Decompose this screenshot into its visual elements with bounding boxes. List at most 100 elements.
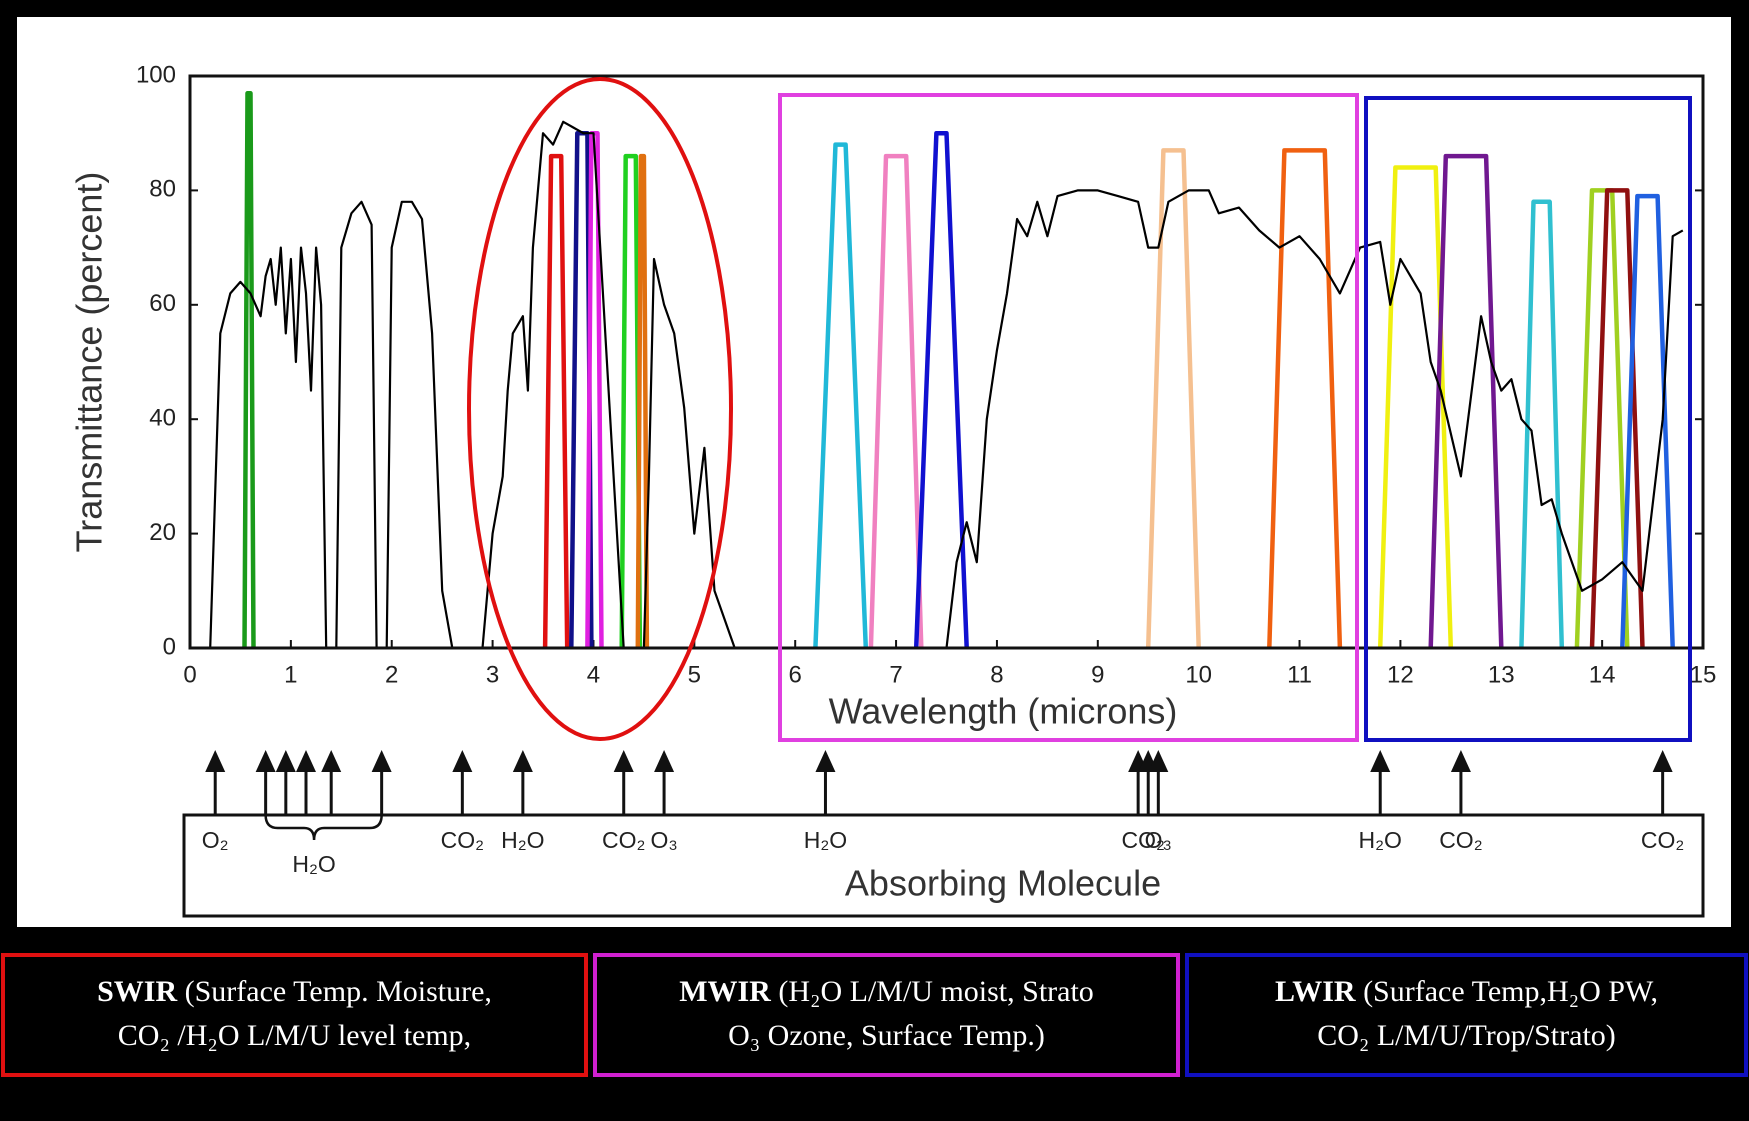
y-tick-label: 40 [149, 405, 176, 432]
arrow [654, 750, 675, 815]
x-tick-label: 0 [183, 661, 196, 688]
x-tick-label: 6 [789, 661, 802, 688]
arrow-head [371, 750, 392, 772]
molecule-label: H₂O [1359, 827, 1402, 853]
molecule-label: CO₂ [602, 827, 645, 853]
x-tick-label: 9 [1091, 661, 1104, 688]
x-tick-label: 10 [1185, 661, 1212, 688]
band-line: MWIR (H₂O L/M/U moist, Strato [679, 975, 1094, 1008]
x-tick-label: 15 [1690, 661, 1717, 688]
arrow [452, 750, 473, 815]
filter-band [542, 153, 570, 649]
arrow-head [205, 750, 226, 772]
band-line: CO₂ /H₂O L/M/U level temp, [118, 1019, 471, 1052]
band-line: O₃ Ozone, Surface Temp.) [728, 1019, 1045, 1052]
molecule-label: CO₂ [1121, 827, 1164, 853]
band-box [1185, 953, 1748, 1077]
filter-band [242, 90, 256, 649]
arrow-head [275, 750, 296, 772]
y-tick-label: 80 [149, 176, 176, 203]
arrow [613, 750, 634, 815]
band-text: (Surface Temp. Moisture, [185, 975, 492, 1008]
filter-band [1145, 148, 1201, 649]
mwir-highlight [778, 93, 1359, 742]
x-tick-label: 11 [1287, 661, 1312, 688]
arrow [815, 750, 836, 815]
band-name: SWIR [97, 975, 177, 1008]
lwir-highlight [1364, 96, 1692, 742]
arrow-head [255, 750, 276, 772]
band-text: (H₂O L/M/U moist, Strato [778, 975, 1093, 1008]
filter-band [1589, 188, 1645, 649]
band-boxes: SWIR (Surface Temp. Moisture, CO₂ /H₂O L/… [1, 953, 1748, 1077]
arrow [275, 750, 296, 815]
band-sep [771, 975, 779, 1008]
filter-band [813, 142, 869, 649]
band-line: CO₂ L/M/U/Trop/Strato) [1317, 1019, 1616, 1052]
x-axis-title: Wavelength (microns) [829, 691, 1178, 732]
brace [264, 814, 383, 841]
x-tick-label: 1 [284, 661, 297, 688]
band-text: (Surface Temp,H₂O PW, [1363, 975, 1658, 1008]
x-tick-label: 14 [1589, 661, 1616, 688]
x-tick-label: 3 [486, 661, 499, 688]
y-axis-title: Transmittance (percent) [69, 172, 110, 553]
band-box [1, 953, 588, 1077]
arrow [1450, 750, 1471, 815]
arrow [205, 750, 226, 815]
band-line: SWIR (Surface Temp. Moisture, [97, 975, 492, 1008]
y-tick-label: 20 [149, 519, 176, 546]
x-tick-label: 13 [1488, 661, 1515, 688]
arrow-head [452, 750, 473, 772]
arrow-head [1148, 750, 1169, 772]
molecule-label: O₂ [202, 827, 229, 853]
arrow [1370, 750, 1391, 815]
x-tick-label: 5 [688, 661, 701, 688]
filter-band [1574, 188, 1630, 649]
molecule-label: CO₂ [1641, 827, 1684, 853]
arrow [1148, 750, 1169, 815]
band-line: LWIR (Surface Temp,H₂O PW, [1275, 975, 1658, 1008]
arrow [295, 750, 316, 815]
band-sep [1356, 975, 1364, 1008]
arrow-head [815, 750, 836, 772]
band-name: MWIR [679, 975, 771, 1008]
arrow-head [1450, 750, 1471, 772]
y-tick-label: 100 [136, 61, 176, 88]
plot-frame [188, 74, 1705, 650]
molecule-box [182, 813, 1705, 918]
molecule-label: H₂O [501, 827, 544, 853]
arrow-head [321, 750, 342, 772]
x-tick-label: 12 [1387, 661, 1414, 688]
molecule-label: H₂O [292, 851, 335, 877]
arrow [321, 750, 342, 815]
arrow-head [1652, 750, 1673, 772]
band-sep [177, 975, 185, 1008]
filter-band [868, 153, 924, 649]
filter-band [913, 130, 969, 649]
molecule-label: CO₂ [1439, 827, 1482, 853]
molecule-label: CO₂ [441, 827, 484, 853]
filter-band [1620, 193, 1675, 649]
y-tick-label: 0 [163, 633, 176, 660]
arrow-head [654, 750, 675, 772]
chart-panel [17, 17, 1731, 927]
arrow [1652, 750, 1673, 815]
molecule-box-title: Absorbing Molecule [845, 863, 1161, 904]
x-tick-label: 8 [990, 661, 1003, 688]
arrow-head [1370, 750, 1391, 772]
arrow-head [295, 750, 316, 772]
filter-band [1428, 153, 1504, 649]
arrow [255, 750, 276, 815]
molecule-label: O₃ [1145, 827, 1172, 853]
arrow [512, 750, 533, 815]
arrow-head [613, 750, 634, 772]
molecule-label: H₂O [804, 827, 847, 853]
filter-band [635, 153, 650, 649]
swir-highlight [467, 77, 733, 741]
filter-band [1377, 165, 1454, 649]
y-tick-label: 60 [149, 290, 176, 317]
